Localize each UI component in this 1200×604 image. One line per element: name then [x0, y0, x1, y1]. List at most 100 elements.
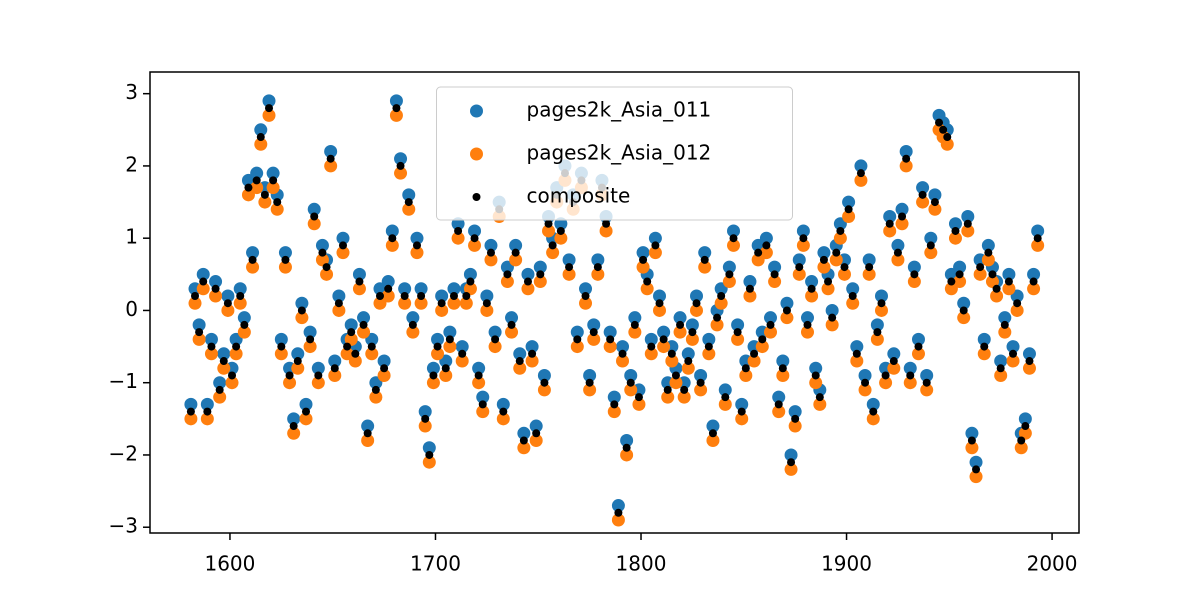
scatter-point — [928, 202, 942, 216]
scatter-point — [1013, 299, 1022, 308]
scatter-point — [899, 144, 913, 158]
scatter-point — [221, 289, 235, 303]
scatter-point — [1022, 361, 1036, 375]
scatter-point — [579, 296, 593, 310]
legend-box — [436, 86, 793, 221]
scatter-point — [624, 368, 638, 382]
scatter-point — [639, 255, 648, 264]
scatter-point — [916, 181, 930, 195]
scatter-point — [799, 234, 808, 243]
scatter-point — [1018, 412, 1032, 426]
scatter-point — [254, 137, 268, 151]
legend-marker — [470, 147, 483, 161]
scatter-point — [357, 325, 371, 339]
scatter-point — [252, 176, 261, 185]
scatter-point — [920, 368, 934, 382]
scatter-point — [266, 166, 280, 180]
scatter-point — [381, 275, 395, 289]
scatter-point — [636, 260, 650, 274]
scatter-point — [299, 397, 313, 411]
scatter-point — [735, 412, 749, 426]
scatter-point — [262, 108, 276, 122]
scatter-point — [533, 275, 547, 289]
scatter-point — [232, 342, 241, 351]
scatter-point — [422, 455, 436, 469]
scatter-point — [437, 299, 446, 308]
scatter-point — [324, 144, 338, 158]
scatter-point — [947, 277, 956, 286]
scatter-point — [217, 361, 231, 375]
scatter-point — [607, 390, 621, 404]
scatter-point — [192, 318, 206, 332]
scatter-point — [511, 248, 520, 257]
scatter-point — [741, 364, 750, 373]
scatter-point — [389, 108, 403, 122]
scatter-point — [632, 397, 646, 411]
scatter-point — [1018, 426, 1032, 440]
scatter-point — [953, 275, 967, 289]
scatter-point — [922, 378, 931, 387]
scatter-point — [737, 407, 746, 416]
scatter-point — [624, 383, 638, 397]
scatter-point — [593, 263, 602, 272]
scatter-point — [873, 328, 882, 337]
scatter-point — [844, 205, 853, 214]
scatter-point — [881, 371, 890, 380]
legend-label: pages2k_Asia_011 — [527, 98, 712, 122]
scatter-point — [315, 238, 329, 252]
scatter-point — [967, 436, 976, 445]
scatter-point — [406, 311, 420, 325]
scatter-point — [418, 419, 432, 433]
scatter-point — [336, 231, 350, 245]
scatter-point — [616, 340, 630, 354]
scatter-point — [250, 166, 264, 180]
scatter-point — [439, 368, 453, 382]
scatter-point — [784, 462, 798, 476]
scatter-point — [766, 320, 775, 329]
scatter-point — [792, 253, 806, 267]
scatter-point — [454, 226, 463, 235]
scatter-point — [792, 267, 806, 281]
scatter-point — [499, 407, 508, 416]
scatter-point — [388, 234, 397, 243]
scatter-point — [815, 393, 824, 402]
scatter-point — [414, 296, 428, 310]
scatter-point — [948, 231, 962, 245]
x-tick-label: 1600 — [204, 552, 255, 576]
scatter-point — [870, 332, 884, 346]
scatter-point — [673, 311, 687, 325]
scatter-point — [1029, 277, 1038, 286]
scatter-point — [191, 291, 200, 300]
scatter-point — [988, 270, 997, 279]
scatter-point — [200, 397, 214, 411]
scatter-point — [435, 289, 449, 303]
scatter-point — [796, 224, 810, 238]
scatter-point — [603, 340, 617, 354]
scatter-point — [698, 246, 712, 260]
scatter-point — [708, 429, 717, 438]
scatter-point — [192, 332, 206, 346]
scatter-point — [784, 448, 798, 462]
scatter-point — [616, 354, 630, 368]
scatter-point — [451, 231, 465, 245]
scatter-point — [969, 470, 983, 484]
scatter-point — [648, 246, 662, 260]
scatter-point — [680, 385, 689, 394]
scatter-point — [874, 303, 888, 317]
scatter-point — [449, 291, 458, 300]
scatter-point — [998, 311, 1012, 325]
scatter-point — [458, 349, 467, 358]
scatter-point — [306, 335, 315, 344]
scatter-point — [375, 291, 384, 300]
scatter-point — [244, 183, 253, 192]
scatter-point — [1022, 347, 1036, 361]
scatter-point — [710, 318, 724, 332]
scatter-point — [256, 133, 265, 142]
scatter-point — [468, 224, 482, 238]
scatter-point — [743, 275, 757, 289]
scatter-point — [980, 342, 989, 351]
scatter-point — [371, 385, 380, 394]
scatter-point — [671, 371, 680, 380]
scatter-point — [1000, 320, 1009, 329]
scatter-point — [733, 328, 742, 337]
